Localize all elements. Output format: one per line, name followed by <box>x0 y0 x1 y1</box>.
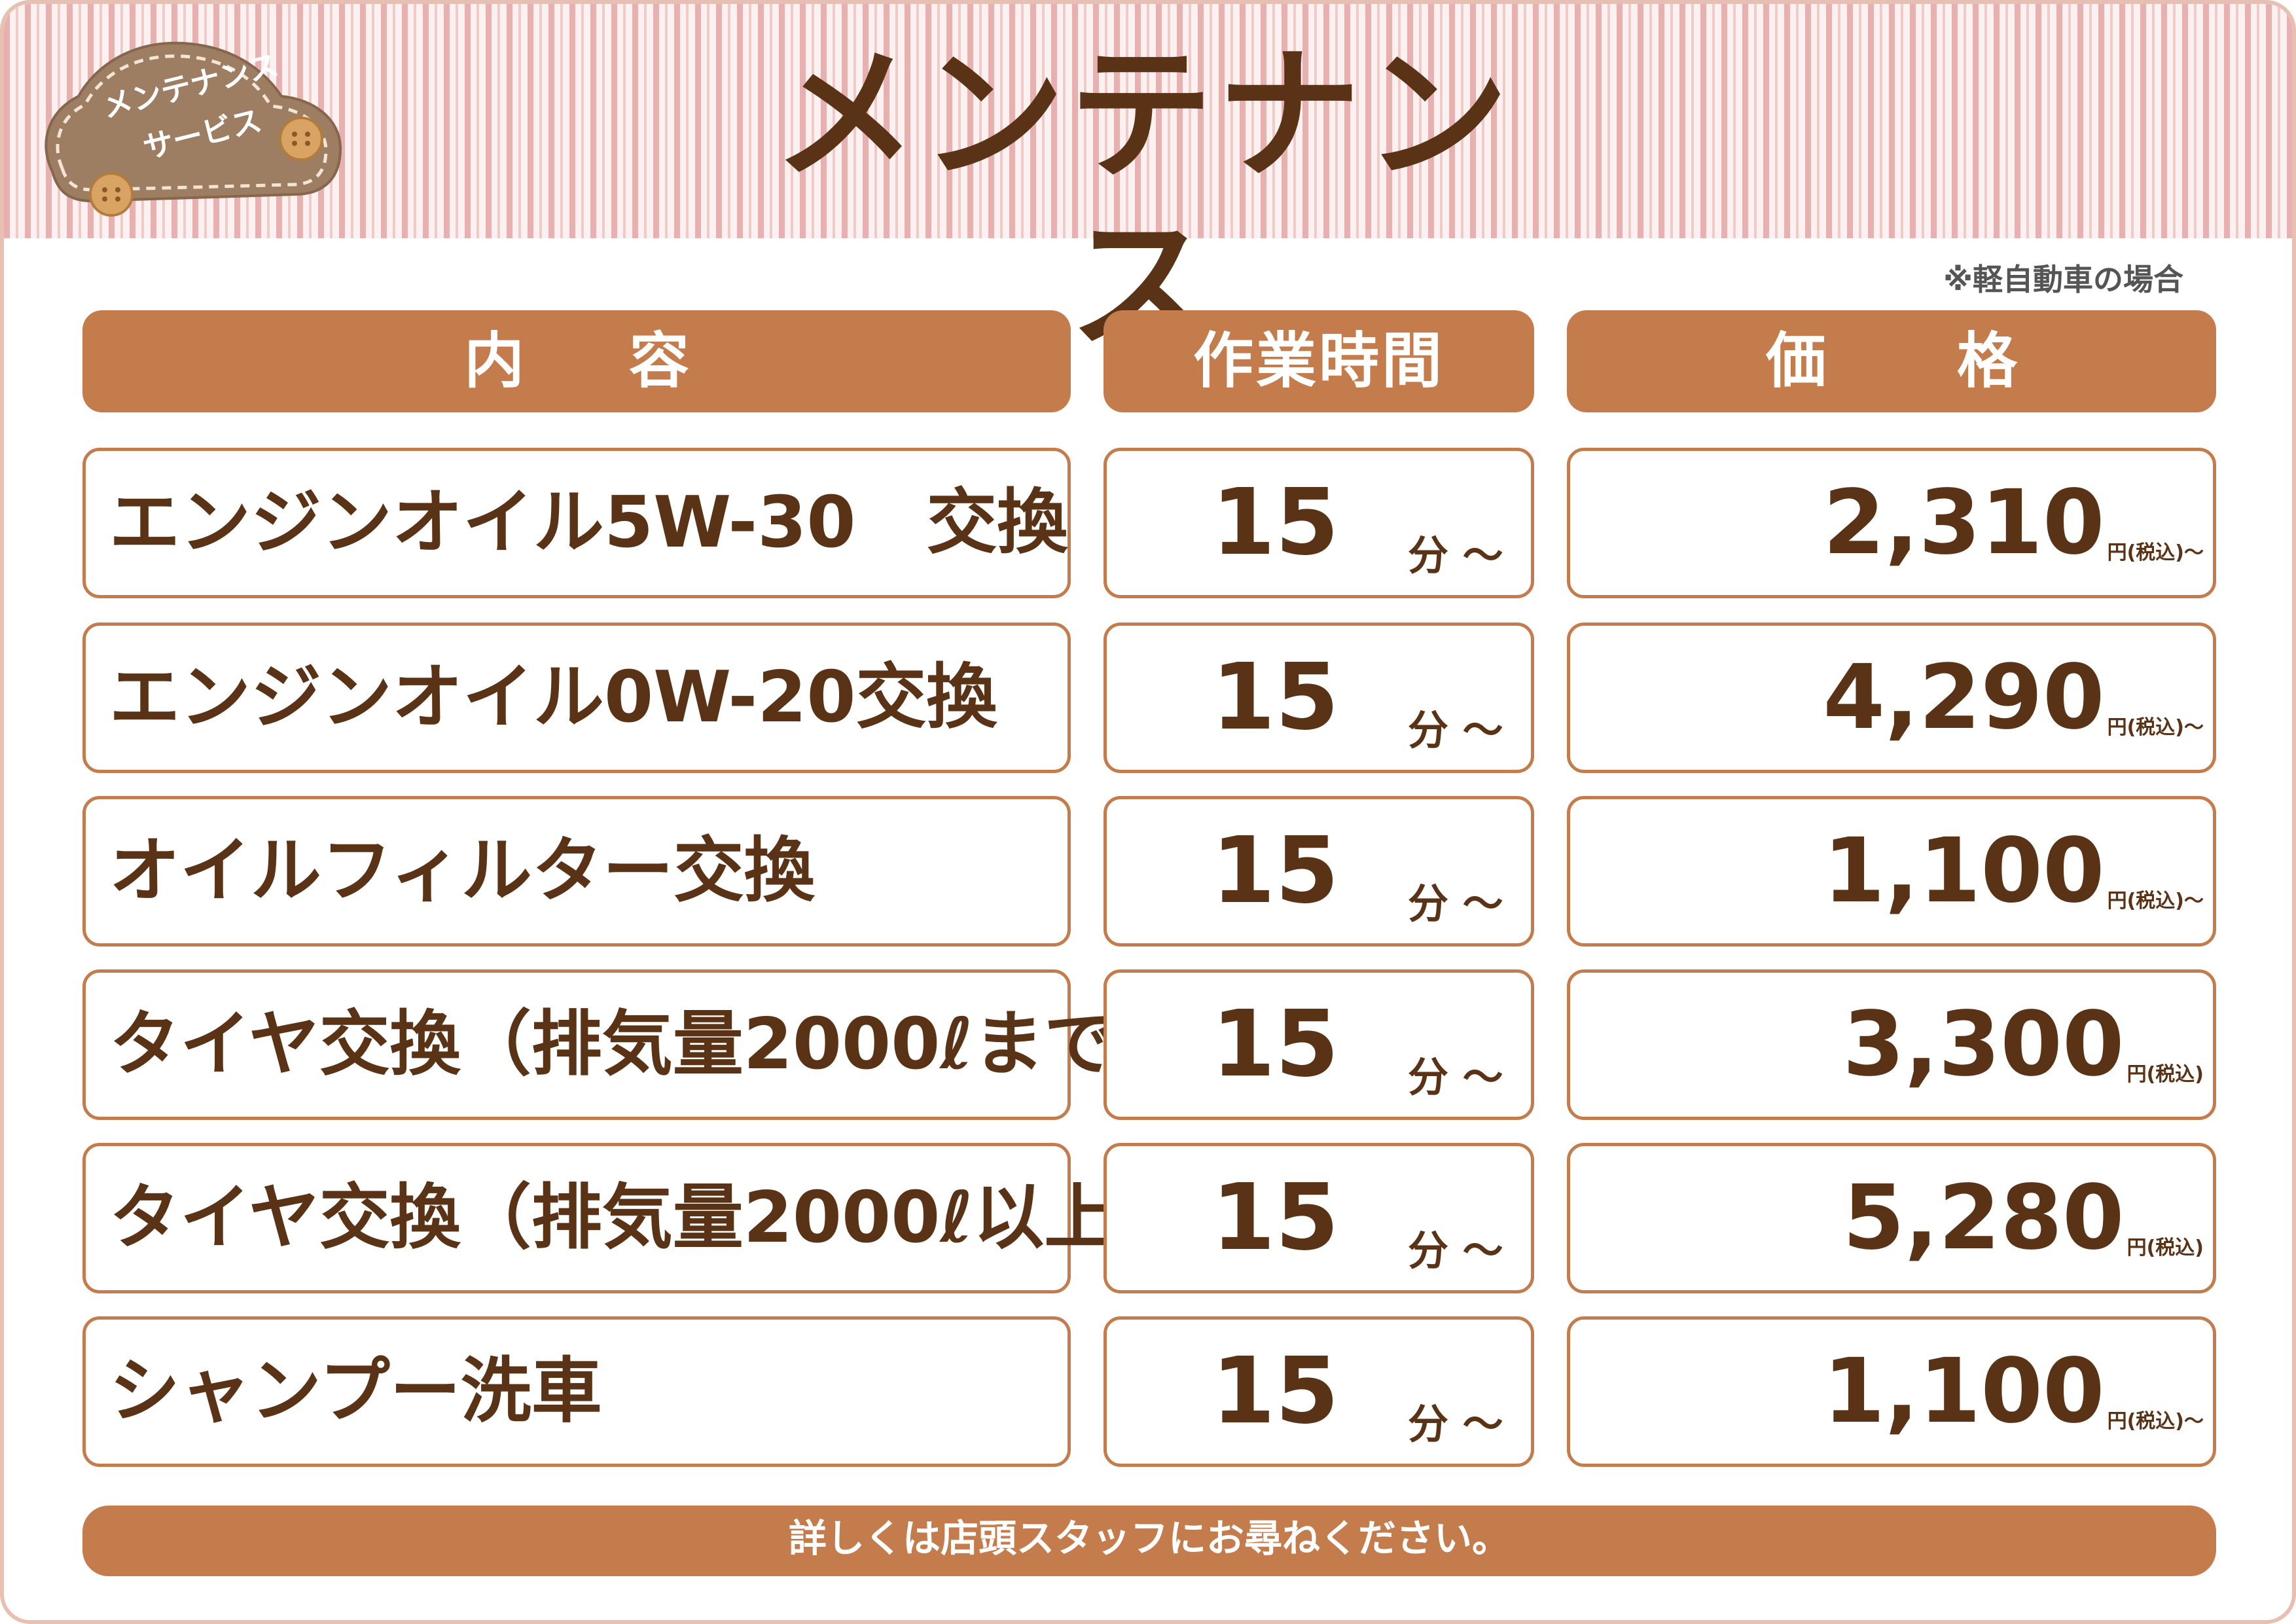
row-4-price: 3,300 <box>1842 993 2125 1096</box>
row-5-time: 15 <box>1211 1164 1339 1271</box>
row-2-unit: 分 ～ <box>1408 706 1503 754</box>
row-5-time-cell: 15 分 ～ <box>1103 1143 1534 1293</box>
row-5-content-cell: タイヤ交換（排気量2000ℓ以上) <box>82 1143 1147 1293</box>
row-2-price-suffix: 円(税込)～ <box>2107 716 2204 739</box>
row-5-price-suffix: 円(税込) <box>2126 1236 2204 1259</box>
row-1-time-cell: 15 分 ～ <box>1103 448 1534 598</box>
row-3-item: オイルフィルター交換 <box>109 830 815 912</box>
footer-message: 詳しくは店頭スタッフにお尋ねください。 <box>82 1506 2216 1576</box>
row-3-price-suffix: 円(税込)～ <box>2107 890 2204 912</box>
header-content: 内容 <box>82 310 1071 412</box>
page-title: メンテナンス <box>772 31 1513 369</box>
row-6-price-suffix: 円(税込)～ <box>2107 1410 2204 1433</box>
row-2-item: エンジンオイル0W-20交換 <box>109 657 997 738</box>
row-6-item: シャンプー洗車 <box>109 1350 602 1432</box>
header-time: 作業時間 <box>1103 310 1534 412</box>
row-4-content-cell: タイヤ交換（排気量2000ℓまで) <box>82 969 1147 1120</box>
row-1-price: 2,310 <box>1823 471 2105 575</box>
row-4-price-suffix: 円(税込) <box>2126 1063 2204 1086</box>
row-5-price: 5,280 <box>1842 1166 2125 1270</box>
row-2-price: 4,290 <box>1823 646 2105 749</box>
row-4-time-cell: 15 分 ～ <box>1103 969 1534 1120</box>
row-6-price-cell: 1,100 円(税込)～ <box>1567 1316 2216 1467</box>
row-1-content-cell: エンジンオイル5W-30 交換 <box>82 448 1071 598</box>
row-5-price-cell: 5,280 円(税込) <box>1567 1143 2216 1293</box>
row-2-time-cell: 15 分 ～ <box>1103 623 1534 773</box>
row-6-content-cell: シャンプー洗車 <box>82 1316 1071 1467</box>
row-1-time: 15 <box>1211 469 1339 576</box>
vehicle-note: ※軽自動車の場合 <box>1943 262 2183 297</box>
row-1-price-cell: 2,310 円(税込)～ <box>1567 448 2216 598</box>
row-5-item: タイヤ交換（排気量2000ℓ以上) <box>109 1177 1147 1259</box>
row-6-time: 15 <box>1211 1338 1339 1445</box>
row-2-price-cell: 4,290 円(税込)～ <box>1567 623 2216 773</box>
row-6-price: 1,100 <box>1823 1340 2105 1443</box>
row-1-price-suffix: 円(税込)～ <box>2107 541 2204 564</box>
striped-header-band <box>4 4 2292 238</box>
row-6-unit: 分 ～ <box>1408 1400 1503 1448</box>
row-3-content-cell: オイルフィルター交換 <box>82 796 1071 947</box>
row-3-unit: 分 ～ <box>1408 880 1503 928</box>
row-5-unit: 分 ～ <box>1408 1227 1503 1274</box>
service-badge: メンテナンス サービス <box>33 34 353 224</box>
row-1-unit: 分 ～ <box>1408 532 1503 579</box>
row-4-item: タイヤ交換（排気量2000ℓまで) <box>109 1003 1147 1085</box>
row-3-price-cell: 1,100 円(税込)～ <box>1567 796 2216 947</box>
row-6-time-cell: 15 分 ～ <box>1103 1316 1534 1467</box>
row-2-time: 15 <box>1211 644 1339 751</box>
row-3-time-cell: 15 分 ～ <box>1103 796 1534 947</box>
row-4-time: 15 <box>1211 991 1339 1098</box>
car-felt-badge-icon <box>45 41 342 217</box>
row-1-item: エンジンオイル5W-30 交換 <box>109 482 1068 564</box>
row-3-time: 15 <box>1211 818 1339 924</box>
row-3-price: 1,100 <box>1823 820 2105 923</box>
row-4-price-cell: 3,300 円(税込) <box>1567 969 2216 1120</box>
header-price: 価格 <box>1567 310 2216 412</box>
row-4-unit: 分 ～ <box>1408 1053 1503 1101</box>
row-2-content-cell: エンジンオイル0W-20交換 <box>82 623 1071 773</box>
